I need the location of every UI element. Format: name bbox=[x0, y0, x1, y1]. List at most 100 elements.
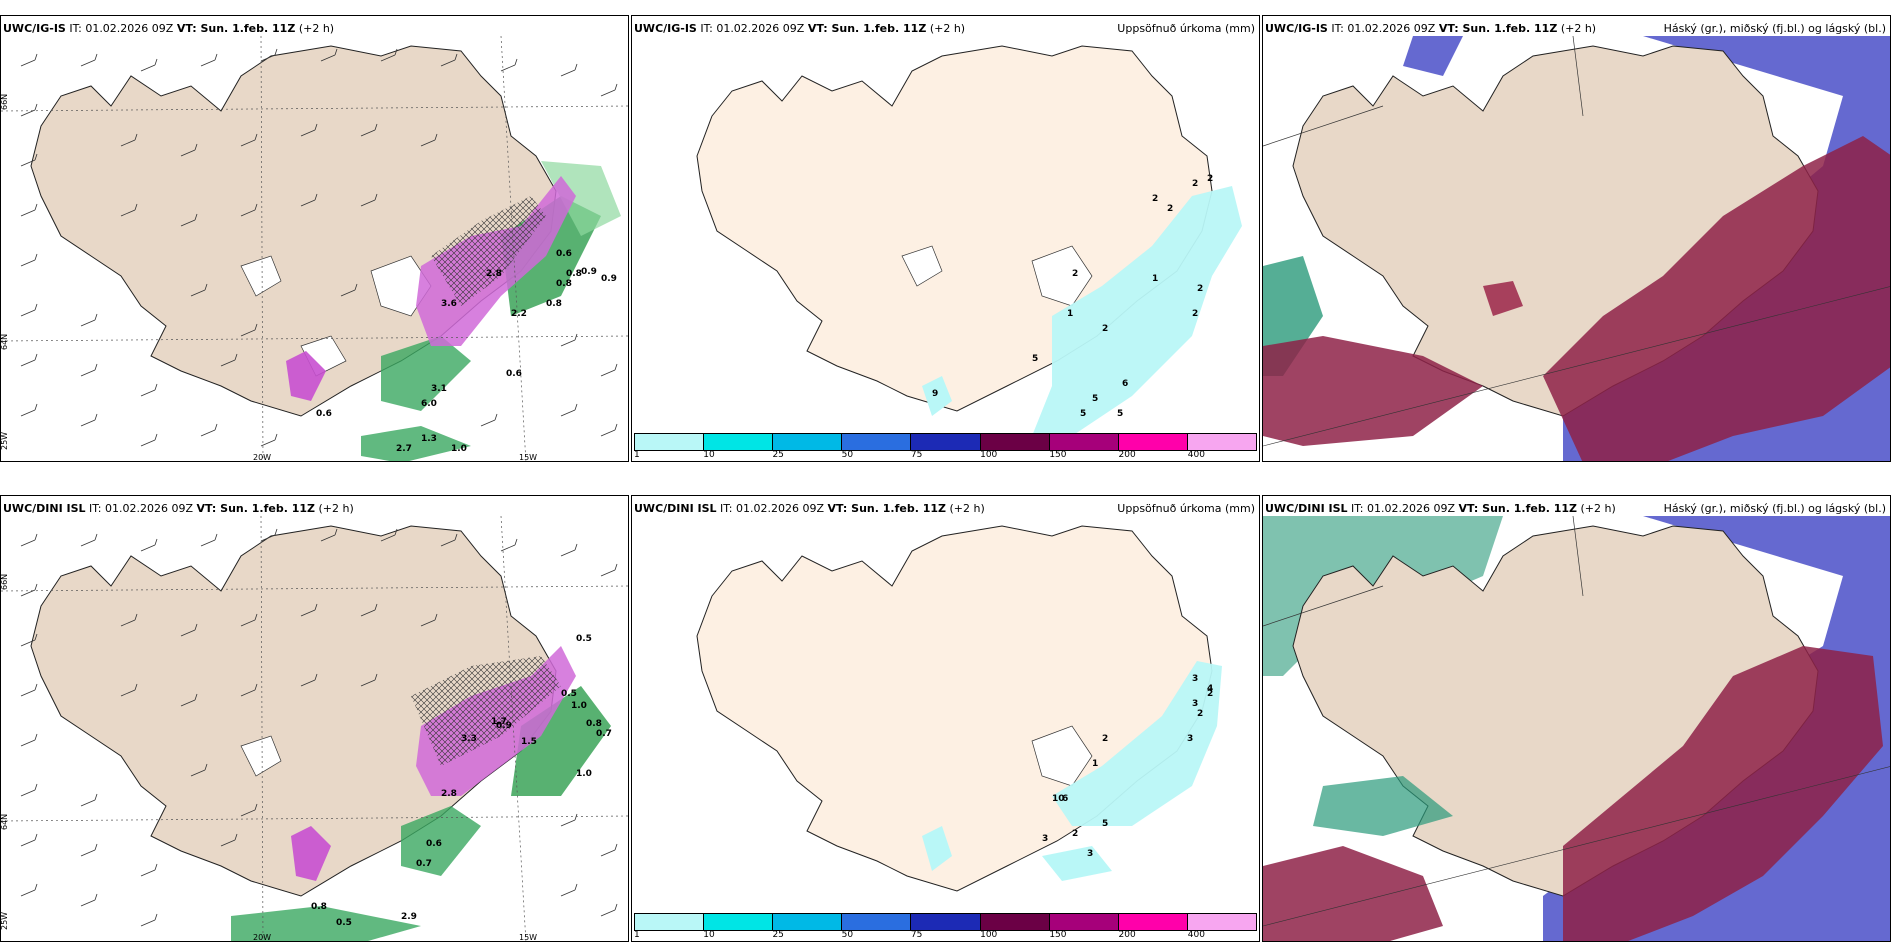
accum-value-label: 6 bbox=[1062, 794, 1068, 804]
accum-value-label: 3 bbox=[1187, 734, 1193, 744]
accum-value-label: 3 bbox=[1087, 849, 1093, 859]
valid-time: VT: Sun. 1.feb. 11Z bbox=[196, 502, 315, 515]
legend-tick-label: 1 bbox=[634, 930, 640, 940]
accum-value-label: 6 bbox=[1122, 379, 1128, 389]
legend-ticks: 1 10 25 50 75 100 150 200 400 bbox=[634, 930, 1257, 941]
glacier bbox=[901, 245, 943, 287]
grid-line bbox=[500, 35, 527, 461]
accum-value-label: 1 bbox=[1152, 274, 1158, 284]
legend-swatch bbox=[635, 434, 705, 450]
precip-value-label: 0.5 bbox=[576, 634, 592, 644]
init-time: IT: 01.02.2026 09Z bbox=[700, 22, 805, 35]
precip-value-label: 0.9 bbox=[496, 721, 512, 731]
accum-value-label: 3 bbox=[1192, 674, 1198, 684]
model-name: UWC/DINI ISL bbox=[3, 502, 86, 515]
glacier bbox=[1031, 245, 1093, 307]
lat-label: 64N bbox=[1, 814, 9, 830]
accum-value-label: 2 bbox=[1152, 194, 1158, 204]
precip-legend: 1 10 25 50 75 100 150 200 400 bbox=[632, 911, 1259, 941]
panel-title: Háský (gr.), miðský (fj.bl.) og lágský (… bbox=[1663, 502, 1886, 515]
precip-value-label: 2.2 bbox=[511, 309, 527, 319]
legend-tick-label: 100 bbox=[980, 450, 998, 460]
panel-header: UWC/IG-IS IT: 01.02.2026 09Z VT: Sun. 1.… bbox=[1265, 22, 1596, 35]
legend-swatch bbox=[1049, 914, 1119, 930]
legend-swatch bbox=[704, 434, 774, 450]
glacier bbox=[1031, 725, 1093, 787]
cloud-cover-panel-row1: UWC/IG-IS IT: 01.02.2026 09Z VT: Sun. 1.… bbox=[1262, 15, 1891, 462]
accum-value-label: 5 bbox=[1117, 409, 1123, 419]
grid-line bbox=[1263, 585, 1384, 627]
accum-value-label: 2 bbox=[1167, 204, 1173, 214]
legend-swatch bbox=[842, 434, 912, 450]
accum-value-label: 2 bbox=[1102, 324, 1108, 334]
legend-swatch bbox=[980, 434, 1050, 450]
accum-value-label: 1 bbox=[1092, 759, 1098, 769]
accum-value-label: 2 bbox=[1207, 689, 1213, 699]
legend-ticks: 1 10 25 50 75 100 150 200 400 bbox=[634, 450, 1257, 461]
precip-area-pink bbox=[291, 826, 331, 881]
precip-value-label: 0.9 bbox=[601, 274, 617, 284]
grid-line bbox=[260, 35, 264, 461]
legend-color-bar bbox=[634, 433, 1257, 451]
panel-header: UWC/IG-IS IT: 01.02.2026 09Z VT: Sun. 1.… bbox=[634, 22, 965, 35]
lead-time: (+2 h) bbox=[298, 22, 335, 35]
legend-tick-label: 400 bbox=[1187, 450, 1205, 460]
panel-header: UWC/DINI ISL IT: 01.02.2026 09Z VT: Sun.… bbox=[634, 502, 985, 515]
legend-swatch bbox=[704, 914, 774, 930]
accum-precip-panel-row2: UWC/DINI ISL IT: 01.02.2026 09Z VT: Sun.… bbox=[631, 495, 1260, 942]
wind-precip-map: 0.63.16.01.32.7 1.00.60.80.90.90.80.62.83… bbox=[1, 35, 628, 461]
precip-value-label: 6.0 bbox=[421, 399, 437, 409]
precip-value-label: 0.6 bbox=[426, 839, 442, 849]
lead-time: (+2 h) bbox=[1580, 502, 1616, 515]
precip-labels: 0.51.00.50.80.71.00.60.72.90.80.51.73.3 1… bbox=[311, 634, 612, 928]
legend-tick-label: 150 bbox=[1049, 930, 1067, 940]
init-time: IT: 01.02.2026 09Z bbox=[1351, 502, 1456, 515]
legend-swatch bbox=[911, 434, 981, 450]
valid-time: VT: Sun. 1.feb. 11Z bbox=[827, 502, 946, 515]
lead-time: (+2 h) bbox=[1560, 22, 1597, 35]
hatched-area bbox=[411, 656, 561, 766]
precip-area-green bbox=[231, 906, 421, 941]
precip-value-label: 0.9 bbox=[581, 267, 597, 277]
grid-line bbox=[1572, 35, 1584, 117]
legend-swatch bbox=[773, 434, 843, 450]
precip-area-green bbox=[381, 336, 471, 411]
model-name: UWC/DINI ISL bbox=[1265, 502, 1348, 515]
legend-tick-label: 150 bbox=[1049, 450, 1067, 460]
precip-value-label: 0.6 bbox=[556, 249, 572, 259]
accum-value-label: 2 bbox=[1072, 269, 1078, 279]
precip-value-label: 0.8 bbox=[311, 902, 327, 912]
precip-value-label: 1.0 bbox=[576, 769, 592, 779]
accum-value-label: 5 bbox=[1032, 354, 1038, 364]
init-time: IT: 01.02.2026 09Z bbox=[69, 22, 174, 35]
grid-line bbox=[1263, 286, 1890, 447]
legend-tick-label: 400 bbox=[1187, 930, 1205, 940]
precip-value-label: 0.5 bbox=[336, 918, 352, 928]
accum-area bbox=[922, 826, 952, 871]
precip-value-label: 3.3 bbox=[461, 734, 477, 744]
iceland-landmass bbox=[696, 525, 1213, 892]
accum-area bbox=[922, 376, 952, 416]
glacier bbox=[240, 255, 282, 297]
precip-value-label: 0.7 bbox=[416, 859, 432, 869]
precip-value-label: 0.8 bbox=[566, 269, 582, 279]
precip-value-label: 1.0 bbox=[451, 444, 467, 454]
panel-header: UWC/DINI ISL IT: 01.02.2026 09Z VT: Sun.… bbox=[3, 502, 354, 515]
panel-title: Háský (gr.), miðský (fj.bl.) og lágský (… bbox=[1663, 22, 1886, 35]
model-name: UWC/DINI ISL bbox=[634, 502, 717, 515]
accum-value-label: 2 bbox=[1192, 309, 1198, 319]
cloud-cover-map bbox=[1263, 496, 1890, 941]
legend-tick-label: 25 bbox=[772, 450, 784, 460]
lead-time: (+2 h) bbox=[929, 22, 966, 35]
accum-value-label: 5 bbox=[1102, 819, 1108, 829]
wind-precip-panel-row1: UWC/IG-IS IT: 01.02.2026 09Z VT: Sun. 1.… bbox=[0, 15, 629, 462]
precip-value-label: 0.8 bbox=[556, 279, 572, 289]
precip-value-label: 3.6 bbox=[441, 299, 457, 309]
legend-tick-label: 25 bbox=[772, 930, 784, 940]
precip-area-green bbox=[401, 806, 481, 876]
precip-value-label: 0.7 bbox=[596, 729, 612, 739]
accum-value-label: 5 bbox=[1080, 409, 1086, 419]
model-name: UWC/IG-IS bbox=[634, 22, 697, 35]
